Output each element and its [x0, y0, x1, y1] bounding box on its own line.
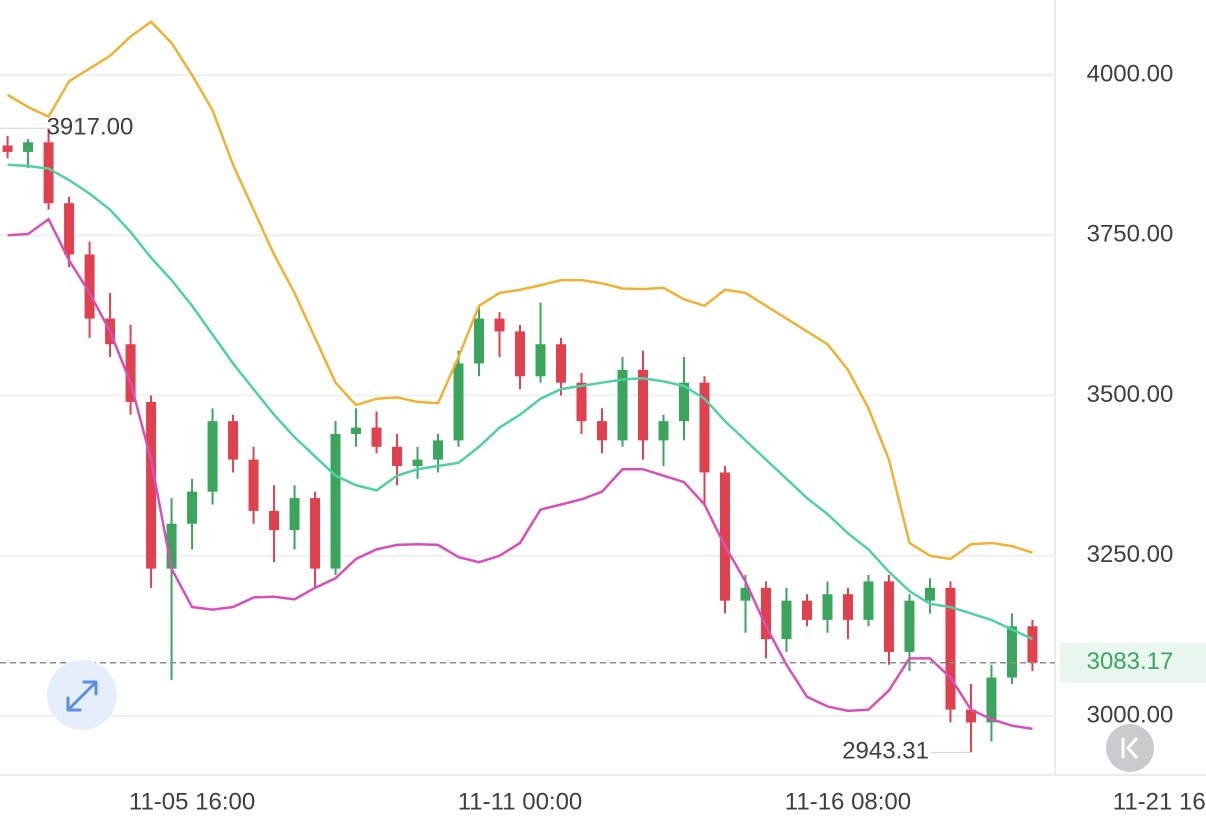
candle-body — [146, 401, 157, 569]
candle-body — [207, 421, 218, 492]
candle-body — [576, 382, 587, 422]
candle-body — [310, 498, 321, 569]
x-tick-label: 11-21 16:00 — [1113, 788, 1206, 815]
candle-body — [64, 203, 75, 255]
candle-body — [556, 344, 567, 383]
candle-body — [43, 142, 54, 204]
candle-body — [289, 498, 300, 531]
candle-body — [1027, 626, 1038, 663]
candle-body — [1006, 626, 1017, 678]
band-line — [7, 217, 1033, 731]
candle-body — [801, 600, 812, 620]
candle-body — [883, 581, 894, 652]
candle-body — [84, 254, 95, 319]
candle-body — [924, 587, 935, 601]
candle-body — [863, 581, 874, 620]
candle-body — [597, 421, 608, 441]
candle-body — [904, 600, 915, 652]
candle-body — [617, 369, 628, 441]
candle-body — [699, 382, 710, 473]
candle-body — [822, 594, 833, 620]
high-label: 3917.00 — [47, 114, 134, 141]
expand-icon — [66, 680, 98, 712]
candle-body — [740, 587, 751, 601]
candle-body — [248, 459, 259, 511]
candle-body — [23, 142, 34, 152]
candle-body — [719, 472, 730, 601]
candle-body — [412, 459, 423, 467]
candle-body — [2, 145, 13, 152]
candle-body — [453, 363, 464, 441]
candle-body — [986, 677, 997, 723]
last-price-box — [1060, 642, 1206, 683]
candle-body — [433, 440, 444, 460]
candle-body — [187, 491, 198, 524]
scroll-end-icon — [1121, 736, 1139, 760]
candle-body — [166, 523, 177, 569]
y-tick-label: 3250.00 — [1087, 541, 1174, 568]
band-line — [7, 163, 1033, 641]
candle-body — [515, 331, 526, 377]
candle-body — [494, 318, 505, 332]
candle-body — [351, 427, 362, 434]
x-tick-label: 11-11 00:00 — [458, 788, 583, 815]
x-tick-label: 11-16 08:00 — [785, 788, 911, 815]
candle-body — [474, 318, 485, 364]
candle-body — [781, 600, 792, 640]
candle-body — [945, 587, 956, 710]
x-tick-label: 11-05 16:00 — [129, 788, 255, 815]
candle-body — [965, 709, 976, 723]
candle-body — [125, 344, 136, 402]
candle-body — [392, 446, 403, 467]
candle-body — [760, 587, 771, 640]
band-line — [6, 20, 1033, 561]
candle-body — [638, 369, 649, 441]
candle-body — [269, 510, 280, 531]
y-tick-label: 3750.00 — [1087, 221, 1174, 248]
low-label: 2943.31 — [842, 738, 929, 765]
candle-body — [330, 433, 341, 569]
plot — [0, 20, 1055, 753]
y-tick-label: 3500.00 — [1087, 381, 1174, 408]
candle-body — [371, 427, 382, 447]
candle-body — [535, 344, 546, 377]
y-tick-label: 3000.00 — [1087, 701, 1174, 728]
candle-body — [658, 421, 669, 441]
candle-body — [678, 382, 689, 422]
last-price-label: 3083.17 — [1087, 648, 1174, 675]
candle-body — [842, 594, 853, 620]
y-tick-label: 4000.00 — [1087, 60, 1174, 87]
candle-body — [228, 421, 239, 460]
